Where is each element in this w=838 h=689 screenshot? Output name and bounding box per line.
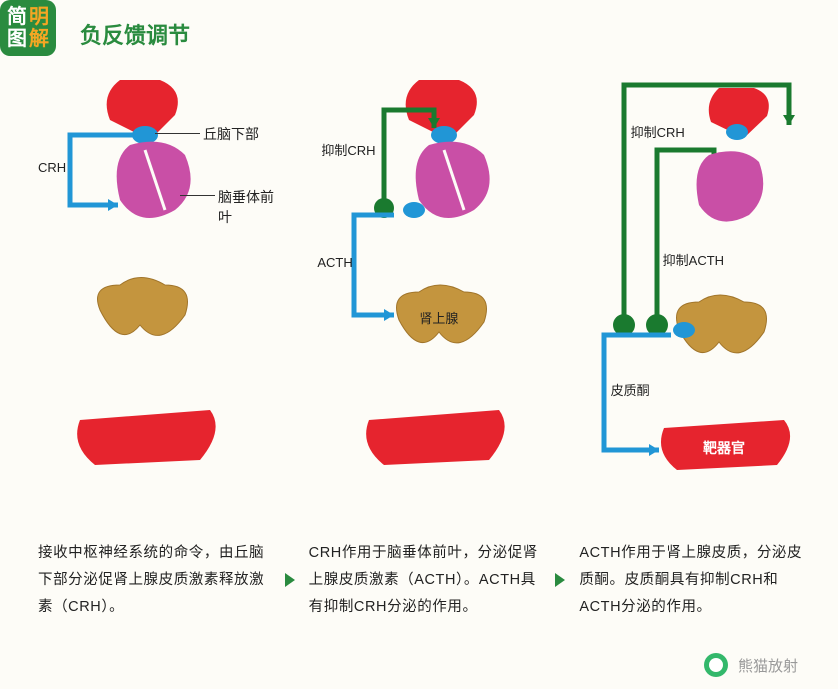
label-inhibit-crh-3: 抑制CRH [631, 122, 685, 141]
label-pituitary: 脑垂体前叶 [218, 187, 279, 227]
panels: CRH 丘脑下部 脑垂体前叶 抑制CRH [0, 60, 838, 520]
badge: 简 明 图 解 [0, 0, 56, 56]
label-hypothalamus: 丘脑下部 [203, 124, 259, 144]
badge-tl: 简 [7, 6, 27, 28]
footer: 熊猫放射 [704, 653, 798, 677]
label-acth: ACTH [317, 255, 352, 270]
caption-1: 接收中枢神经系统的命令，由丘脑下部分泌促肾上腺皮质激素释放激素（CRH）。 [30, 540, 279, 620]
label-adrenal: 肾上腺 [419, 308, 458, 327]
label-crh: CRH [38, 160, 66, 175]
badge-bl: 图 [7, 28, 27, 50]
caption-3: ACTH作用于肾上腺皮质，分泌皮质酮。皮质酮具有抑制CRH和ACTH分泌的作用。 [571, 540, 820, 620]
panel2-svg [279, 60, 558, 520]
label-target: 靶器官 [703, 440, 745, 456]
page-title: 负反馈调节 [80, 18, 190, 50]
panel-2: 抑制CRH ACTH 肾上腺 [279, 60, 558, 520]
panel-3: 靶器官 抑制CRH 抑制ACTH 皮质酮 [559, 60, 838, 520]
wechat-icon [704, 653, 728, 677]
caption-2: CRH作用于脑垂体前叶，分泌促肾上腺皮质激素（ACTH）。ACTH具有抑制CRH… [301, 540, 550, 620]
label-inhibit-crh-2: 抑制CRH [321, 140, 375, 159]
label-inhibit-acth: 抑制ACTH [663, 250, 724, 269]
footer-text: 熊猫放射 [738, 655, 798, 676]
badge-tr: 明 [29, 6, 49, 28]
panel-1: CRH 丘脑下部 脑垂体前叶 [0, 60, 279, 520]
label-cortisol: 皮质酮 [611, 380, 650, 399]
tri-1 [285, 573, 295, 587]
captions: 接收中枢神经系统的命令，由丘脑下部分泌促肾上腺皮质激素释放激素（CRH）。 CR… [30, 540, 820, 620]
panel3-svg: 靶器官 [559, 60, 838, 520]
tri-2 [555, 573, 565, 587]
badge-br: 解 [29, 28, 49, 50]
